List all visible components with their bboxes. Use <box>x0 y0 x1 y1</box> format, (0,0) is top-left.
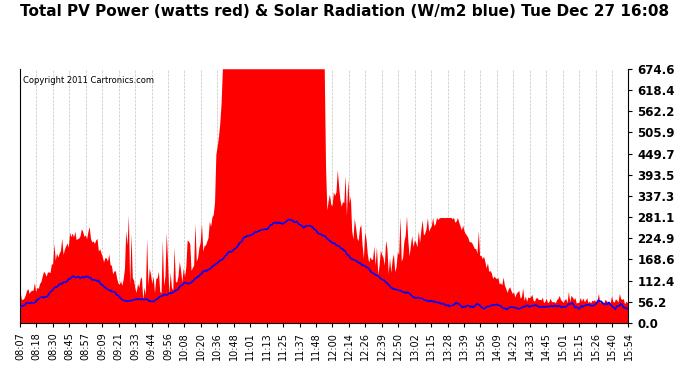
Text: Total PV Power (watts red) & Solar Radiation (W/m2 blue) Tue Dec 27 16:08: Total PV Power (watts red) & Solar Radia… <box>21 4 669 19</box>
Text: Copyright 2011 Cartronics.com: Copyright 2011 Cartronics.com <box>23 76 154 86</box>
